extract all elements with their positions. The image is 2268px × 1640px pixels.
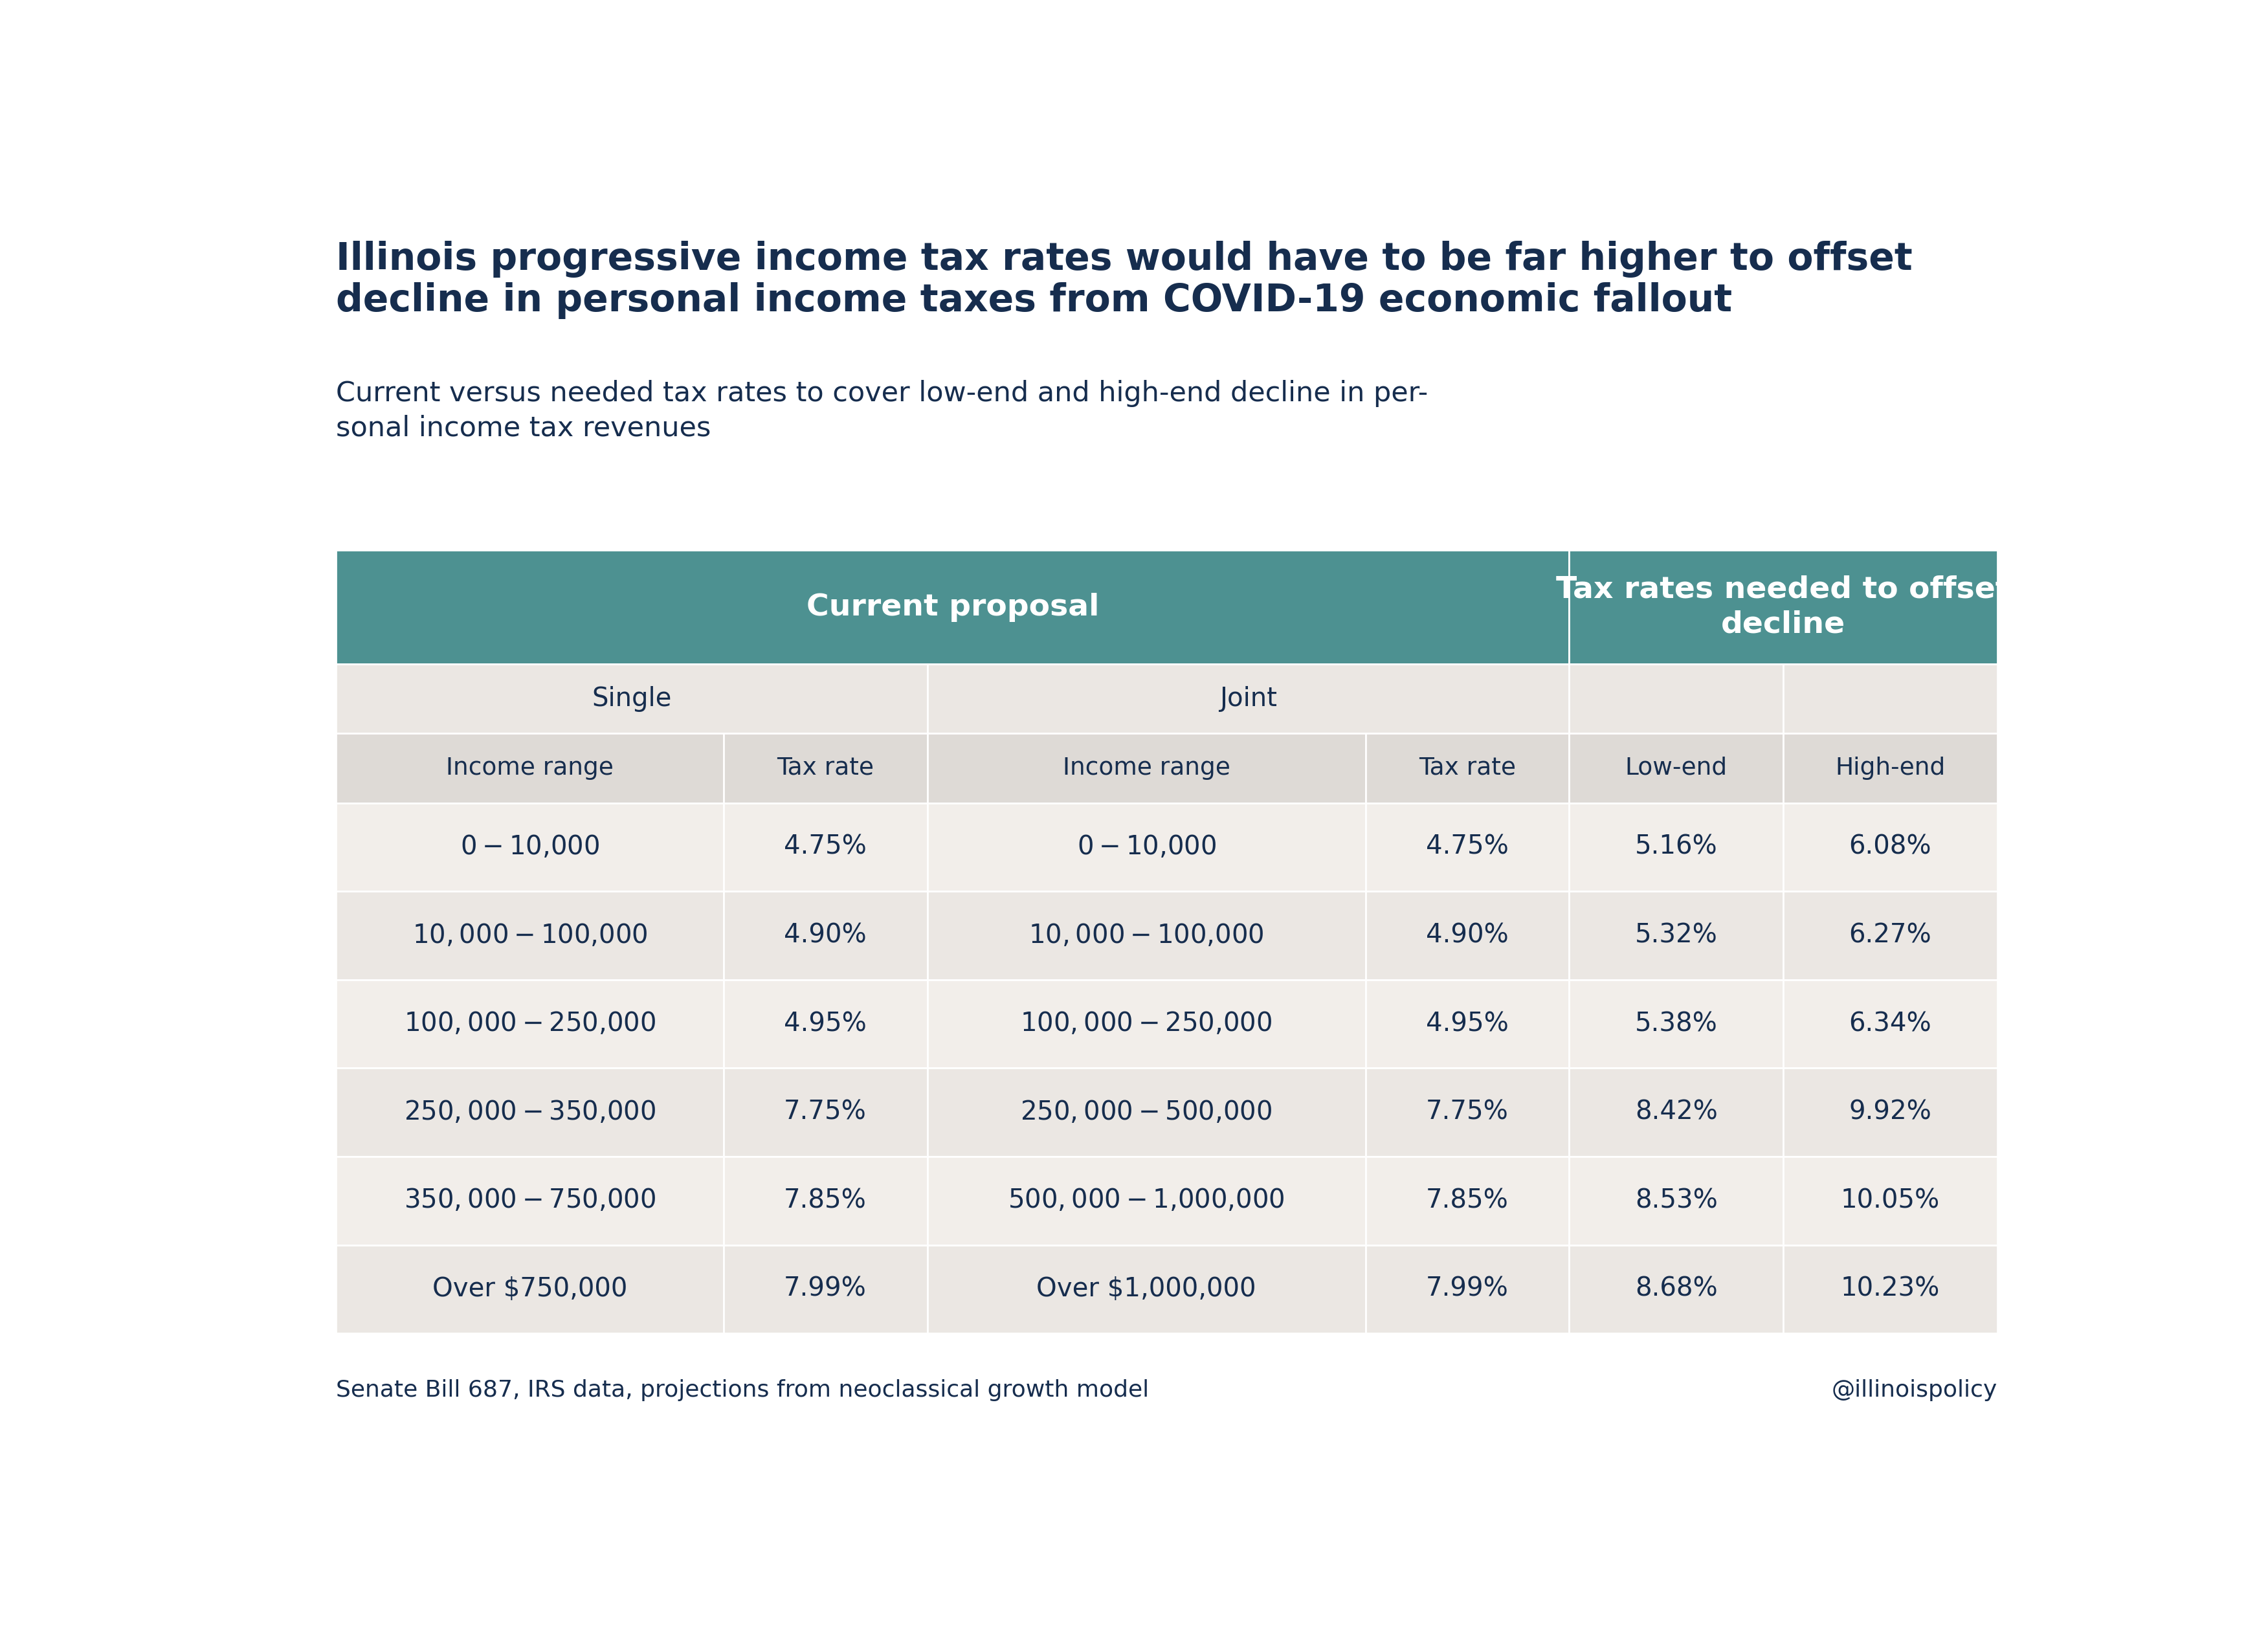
Text: Tax rates needed to offset
decline: Tax rates needed to offset decline [1556, 576, 2009, 640]
Text: 7.85%: 7.85% [1427, 1187, 1508, 1214]
FancyBboxPatch shape [1783, 892, 1998, 979]
Text: 6.08%: 6.08% [1848, 835, 1932, 859]
Text: 7.75%: 7.75% [785, 1099, 866, 1125]
FancyBboxPatch shape [1569, 1156, 1783, 1245]
FancyBboxPatch shape [1365, 1245, 1569, 1333]
FancyBboxPatch shape [1569, 551, 1998, 664]
FancyBboxPatch shape [1569, 979, 1783, 1068]
Text: 4.90%: 4.90% [785, 923, 866, 948]
FancyBboxPatch shape [1783, 664, 1998, 733]
FancyBboxPatch shape [928, 979, 1365, 1068]
Text: 4.95%: 4.95% [1427, 1010, 1508, 1036]
Text: 6.27%: 6.27% [1848, 923, 1932, 948]
FancyBboxPatch shape [1783, 1156, 1998, 1245]
Text: 8.68%: 8.68% [1635, 1276, 1717, 1302]
FancyBboxPatch shape [928, 664, 1569, 733]
Text: $250,000-$350,000: $250,000-$350,000 [404, 1099, 655, 1125]
FancyBboxPatch shape [336, 551, 1569, 664]
Text: 10.05%: 10.05% [1842, 1187, 1939, 1214]
Text: 4.95%: 4.95% [785, 1010, 866, 1036]
Text: @illinoispolicy: @illinoispolicy [1830, 1379, 1998, 1401]
FancyBboxPatch shape [1365, 979, 1569, 1068]
Text: 7.99%: 7.99% [785, 1276, 866, 1302]
FancyBboxPatch shape [1783, 979, 1998, 1068]
Text: Income range: Income range [1064, 756, 1229, 781]
FancyBboxPatch shape [336, 979, 723, 1068]
FancyBboxPatch shape [336, 1156, 723, 1245]
Text: $0-$10,000: $0-$10,000 [1077, 835, 1216, 859]
FancyBboxPatch shape [336, 804, 723, 892]
FancyBboxPatch shape [1365, 892, 1569, 979]
Text: Low-end: Low-end [1626, 756, 1728, 781]
Text: $250,000-$500,000: $250,000-$500,000 [1021, 1099, 1272, 1125]
Text: 4.90%: 4.90% [1427, 923, 1508, 948]
FancyBboxPatch shape [928, 1245, 1365, 1333]
FancyBboxPatch shape [336, 1068, 723, 1156]
Text: Over $750,000: Over $750,000 [433, 1276, 628, 1302]
Text: Joint: Joint [1220, 686, 1277, 712]
FancyBboxPatch shape [723, 733, 928, 804]
FancyBboxPatch shape [336, 1245, 723, 1333]
FancyBboxPatch shape [1365, 733, 1569, 804]
Text: Illinois progressive income tax rates would have to be far higher to offset
decl: Illinois progressive income tax rates wo… [336, 241, 1912, 320]
FancyBboxPatch shape [336, 892, 723, 979]
FancyBboxPatch shape [336, 664, 928, 733]
Text: $100,000-$250,000: $100,000-$250,000 [1021, 1010, 1272, 1036]
FancyBboxPatch shape [723, 1156, 928, 1245]
Text: 9.92%: 9.92% [1848, 1099, 1932, 1125]
FancyBboxPatch shape [723, 804, 928, 892]
FancyBboxPatch shape [1569, 1068, 1783, 1156]
FancyBboxPatch shape [723, 1245, 928, 1333]
Text: 5.38%: 5.38% [1635, 1010, 1717, 1036]
FancyBboxPatch shape [1783, 804, 1998, 892]
Text: High-end: High-end [1835, 756, 1946, 781]
FancyBboxPatch shape [928, 1068, 1365, 1156]
Text: $100,000-$250,000: $100,000-$250,000 [404, 1010, 655, 1036]
FancyBboxPatch shape [928, 892, 1365, 979]
Text: $10,000-$100,000: $10,000-$100,000 [1030, 923, 1263, 948]
Text: Senate Bill 687, IRS data, projections from neoclassical growth model: Senate Bill 687, IRS data, projections f… [336, 1379, 1150, 1401]
Text: 10.23%: 10.23% [1842, 1276, 1939, 1302]
FancyBboxPatch shape [1783, 1245, 1998, 1333]
FancyBboxPatch shape [723, 1068, 928, 1156]
FancyBboxPatch shape [336, 733, 723, 804]
Text: $350,000-$750,000: $350,000-$750,000 [404, 1187, 655, 1214]
FancyBboxPatch shape [928, 804, 1365, 892]
FancyBboxPatch shape [1365, 1068, 1569, 1156]
Text: 6.34%: 6.34% [1848, 1010, 1932, 1036]
Text: $10,000-$100,000: $10,000-$100,000 [413, 923, 649, 948]
FancyBboxPatch shape [928, 733, 1365, 804]
Text: 7.75%: 7.75% [1427, 1099, 1508, 1125]
Text: Tax rate: Tax rate [1420, 756, 1515, 781]
FancyBboxPatch shape [1569, 1245, 1783, 1333]
FancyBboxPatch shape [1783, 733, 1998, 804]
Text: Single: Single [592, 686, 671, 712]
Text: 8.53%: 8.53% [1635, 1187, 1717, 1214]
Text: 4.75%: 4.75% [1427, 835, 1508, 859]
FancyBboxPatch shape [1569, 892, 1783, 979]
FancyBboxPatch shape [1783, 1068, 1998, 1156]
Text: 7.85%: 7.85% [785, 1187, 866, 1214]
FancyBboxPatch shape [1365, 804, 1569, 892]
FancyBboxPatch shape [928, 1156, 1365, 1245]
FancyBboxPatch shape [1365, 1156, 1569, 1245]
Text: Over $1,000,000: Over $1,000,000 [1036, 1276, 1256, 1302]
Text: 8.42%: 8.42% [1635, 1099, 1717, 1125]
FancyBboxPatch shape [1569, 804, 1783, 892]
Text: Current versus needed tax rates to cover low-end and high-end decline in per-
so: Current versus needed tax rates to cover… [336, 380, 1429, 441]
Text: 5.16%: 5.16% [1635, 835, 1717, 859]
FancyBboxPatch shape [723, 892, 928, 979]
Text: Current proposal: Current proposal [807, 592, 1100, 622]
Text: 5.32%: 5.32% [1635, 923, 1717, 948]
Text: 7.99%: 7.99% [1427, 1276, 1508, 1302]
FancyBboxPatch shape [1569, 733, 1783, 804]
FancyBboxPatch shape [723, 979, 928, 1068]
Text: 4.75%: 4.75% [785, 835, 866, 859]
Text: $500,000-$1,000,000: $500,000-$1,000,000 [1007, 1187, 1284, 1214]
Text: Tax rate: Tax rate [778, 756, 873, 781]
Text: $0-$10,000: $0-$10,000 [460, 835, 599, 859]
FancyBboxPatch shape [1569, 664, 1783, 733]
Text: Income range: Income range [447, 756, 615, 781]
